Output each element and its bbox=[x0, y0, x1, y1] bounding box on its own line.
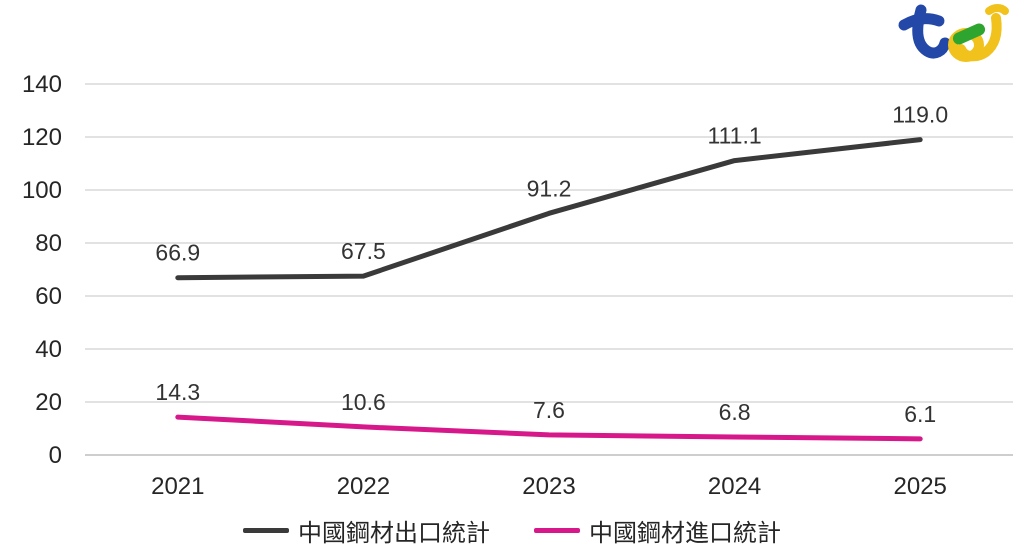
tej-logo bbox=[898, 4, 1009, 62]
y-tick-label: 120 bbox=[22, 124, 62, 151]
logo-letter-t bbox=[912, 4, 951, 59]
x-tick-label: 2023 bbox=[522, 473, 575, 500]
data-label: 111.1 bbox=[708, 123, 762, 149]
data-label: 14.3 bbox=[155, 379, 200, 405]
legend-swatch-import bbox=[534, 528, 580, 533]
x-tick-label: 2021 bbox=[151, 473, 204, 500]
chart-legend: 中國鋼材出口統計 中國鋼材進口統計 bbox=[0, 513, 1024, 548]
data-label: 67.5 bbox=[341, 238, 386, 264]
data-label: 91.2 bbox=[527, 175, 572, 201]
x-tick-label: 2024 bbox=[708, 473, 761, 500]
y-tick-label: 80 bbox=[35, 230, 62, 257]
data-label: 6.8 bbox=[719, 399, 751, 425]
y-tick-label: 60 bbox=[35, 283, 62, 310]
legend-item-import: 中國鋼材進口統計 bbox=[534, 513, 781, 548]
data-label: 10.6 bbox=[341, 389, 386, 415]
series-line-import bbox=[175, 414, 923, 442]
logo-green-accent bbox=[952, 23, 986, 45]
data-label: 119.0 bbox=[892, 102, 948, 128]
y-tick-label: 20 bbox=[35, 389, 62, 416]
data-label: 66.9 bbox=[155, 240, 200, 266]
series-line-export bbox=[175, 137, 923, 281]
legend-label-import: 中國鋼材進口統計 bbox=[589, 520, 781, 547]
y-tick-label: 40 bbox=[35, 336, 62, 363]
legend-swatch-export bbox=[243, 528, 289, 533]
logo-letter-j bbox=[956, 13, 1002, 62]
legend-label-export: 中國鋼材出口統計 bbox=[298, 520, 490, 547]
x-tick-label: 2025 bbox=[894, 473, 947, 500]
y-tick-label: 140 bbox=[22, 71, 62, 98]
y-tick-label: 0 bbox=[49, 442, 62, 469]
data-label: 6.1 bbox=[904, 401, 936, 427]
logo-letter-j-dot bbox=[985, 4, 1009, 15]
legend-item-export: 中國鋼材出口統計 bbox=[243, 513, 490, 548]
data-label: 7.6 bbox=[533, 397, 565, 423]
y-tick-label: 100 bbox=[22, 177, 62, 204]
x-tick-label: 2022 bbox=[337, 473, 390, 500]
